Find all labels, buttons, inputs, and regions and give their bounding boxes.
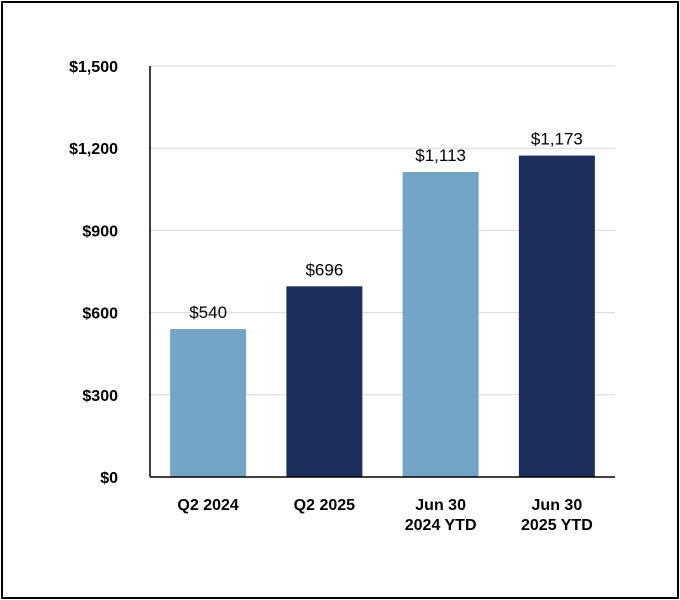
y-tick-label: $300 xyxy=(82,388,118,405)
data-label: $540 xyxy=(189,303,227,322)
x-category-label: 2025 YTD xyxy=(521,517,593,534)
x-category-label: Jun 30 xyxy=(415,497,466,514)
bar xyxy=(286,286,363,477)
x-axis-categories: Q2 2024 Q2 2025 Jun 30 2024 YTD Jun 30 2025 Y… xyxy=(177,497,592,534)
data-label: $1,113 xyxy=(415,146,466,165)
y-tick-label: $900 xyxy=(82,223,118,240)
data-label: $1,173 xyxy=(531,130,583,149)
y-tick-label: $1,200 xyxy=(69,141,118,158)
data-labels: $540 $696 $1,113 $1,173 xyxy=(189,130,583,322)
bar xyxy=(170,329,247,477)
y-axis-ticks: $0 $300 $600 $900 $1,200 $1,500 xyxy=(69,59,118,487)
bar xyxy=(518,155,595,477)
x-category-label: Q2 2024 xyxy=(177,497,238,514)
x-category-label: Jun 30 xyxy=(532,497,583,514)
bars xyxy=(170,155,595,477)
x-category-label: 2024 YTD xyxy=(405,517,477,534)
y-tick-label: $600 xyxy=(82,306,118,323)
bar xyxy=(402,172,479,477)
data-label: $696 xyxy=(305,260,343,279)
y-tick-label: $0 xyxy=(100,470,118,487)
y-tick-label: $1,500 xyxy=(69,59,118,76)
x-category-label: Q2 2025 xyxy=(294,497,355,514)
